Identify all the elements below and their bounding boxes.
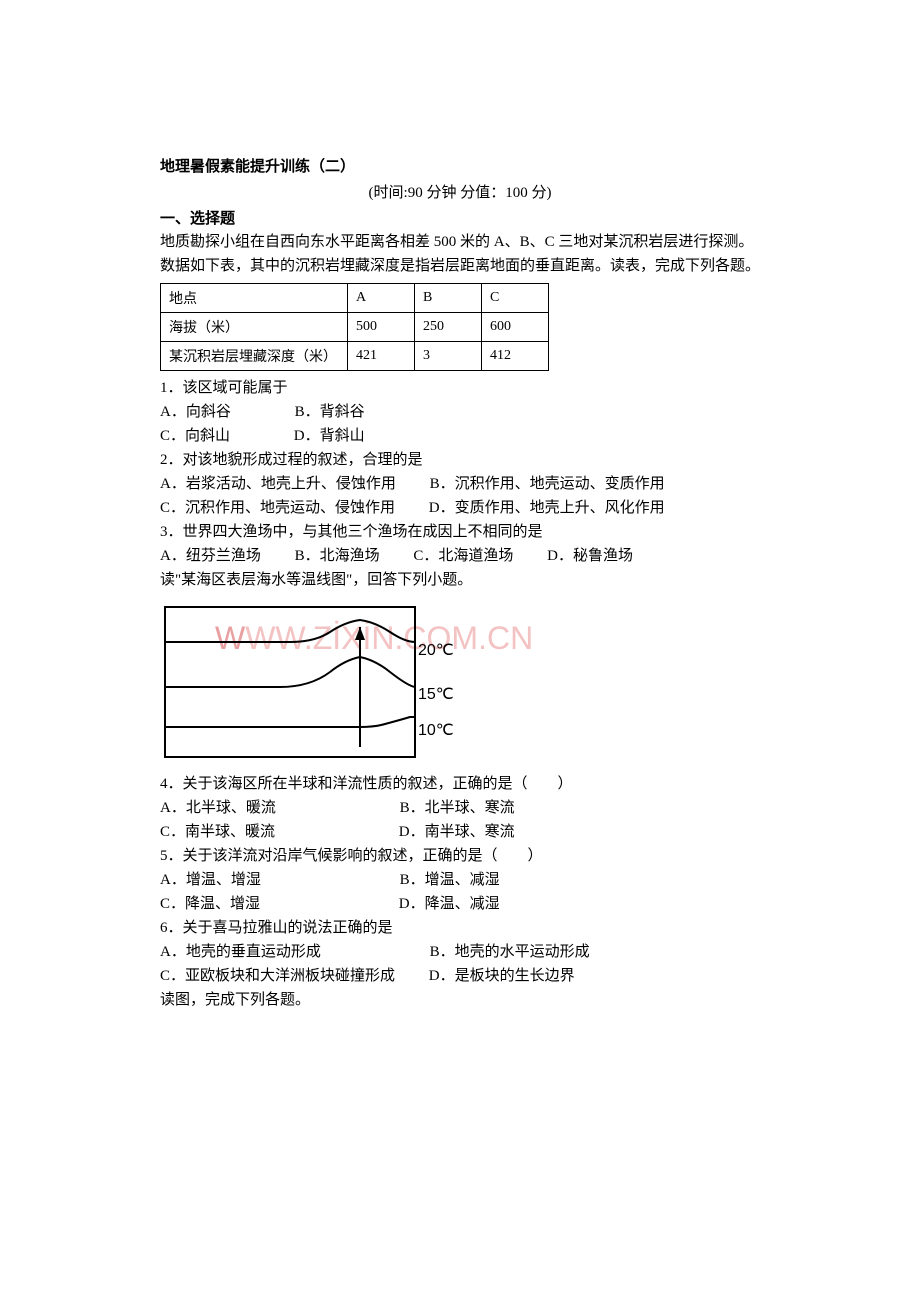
table-cell: 海拔（米） — [161, 313, 348, 342]
choice-row: C．亚欧板块和大洋洲板块碰撞形成 D．是板块的生长边界 — [160, 964, 760, 988]
temp-label: 20℃ — [418, 640, 454, 660]
choice-a: A．北半球、暖流 — [160, 796, 276, 820]
question-3: 3．世界四大渔场中，与其他三个渔场在成因上不相同的是 — [160, 520, 760, 544]
question-6: 6．关于喜马拉雅山的说法正确的是 — [160, 916, 760, 940]
choice-row: C．南半球、暖流 D．南半球、寒流 — [160, 820, 760, 844]
choice-row: A．岩浆活动、地壳上升、侵蚀作用 B．沉积作用、地壳运动、变质作用 — [160, 472, 760, 496]
choice-row: C．沉积作用、地壳运动、侵蚀作用 D．变质作用、地壳上升、风化作用 — [160, 496, 760, 520]
table-cell: 3 — [415, 342, 482, 371]
table-cell: 600 — [482, 313, 549, 342]
table-cell: 地点 — [161, 284, 348, 313]
choice-a: A．向斜谷 — [160, 400, 231, 424]
choice-row: A．北半球、暖流 B．北半球、寒流 — [160, 796, 760, 820]
table-cell: 421 — [348, 342, 415, 371]
intro-2: 读"某海区表层海水等温线图"，回答下列小题。 — [160, 568, 760, 592]
question-4: 4．关于该海区所在半球和洋流性质的叙述，正确的是（ ） — [160, 772, 760, 796]
choice-a: A．岩浆活动、地壳上升、侵蚀作用 — [160, 472, 396, 496]
table-cell: C — [482, 284, 549, 313]
choice-row: C．降温、增湿 D．降温、减湿 — [160, 892, 760, 916]
arrow-head — [355, 627, 365, 640]
question-5: 5．关于该洋流对沿岸气候影响的叙述，正确的是（ ） — [160, 844, 760, 868]
table-cell: 250 — [415, 313, 482, 342]
choice-c: C．沉积作用、地壳运动、侵蚀作用 — [160, 496, 395, 520]
document-content: 地理暑假素能提升训练（二） (时间:90 分钟 分值：100 分) 一、选择题 … — [0, 0, 920, 1012]
choice-b: B．增温、减湿 — [400, 868, 500, 892]
table-cell: B — [415, 284, 482, 313]
choice-d: D．降温、减湿 — [399, 892, 500, 916]
isotherm-line — [165, 620, 415, 642]
table-cell: 500 — [348, 313, 415, 342]
choice-a: A．纽芬兰渔场 — [160, 544, 261, 568]
choice-row: A．向斜谷 B．背斜谷 — [160, 400, 760, 424]
table-cell: A — [348, 284, 415, 313]
choice-d: D．背斜山 — [294, 424, 365, 448]
choice-d: D．是板块的生长边界 — [429, 964, 575, 988]
temp-label: 15℃ — [418, 684, 454, 704]
question-2: 2．对该地貌形成过程的叙述，合理的是 — [160, 448, 760, 472]
choice-b: B．北海渔场 — [295, 544, 380, 568]
subtitle: (时间:90 分钟 分值：100 分) — [160, 181, 760, 202]
choice-b: B．背斜谷 — [295, 400, 365, 424]
choice-b: B．沉积作用、地壳运动、变质作用 — [430, 472, 665, 496]
choice-row: A．地壳的垂直运动形成 B．地壳的水平运动形成 — [160, 940, 760, 964]
intro-3: 读图，完成下列各题。 — [160, 988, 760, 1012]
choice-c: C．向斜山 — [160, 424, 230, 448]
temp-label: 10℃ — [418, 720, 454, 740]
data-table: 地点 A B C 海拔（米） 500 250 600 某沉积岩层埋藏深度（米） … — [160, 283, 549, 371]
choice-row: A．增温、增湿 B．增温、减湿 — [160, 868, 760, 892]
choice-row: A．纽芬兰渔场 B．北海渔场 C．北海道渔场 D．秘鲁渔场 — [160, 544, 760, 568]
intro-paragraph: 地质勘探小组在自西向东水平距离各相差 500 米的 A、B、C 三地对某沉积岩层… — [160, 230, 760, 278]
choice-c: C．亚欧板块和大洋洲板块碰撞形成 — [160, 964, 395, 988]
choice-c: C．北海道渔场 — [413, 544, 513, 568]
section-heading: 一、选择题 — [160, 207, 760, 228]
isotherm-diagram: WWW.ZİXİN.COM.CN 20℃ 15℃ 10℃ — [160, 602, 460, 762]
choice-b: B．地壳的水平运动形成 — [430, 940, 590, 964]
choice-row: C．向斜山 D．背斜山 — [160, 424, 760, 448]
choice-b: B．北半球、寒流 — [400, 796, 515, 820]
isotherm-line — [165, 717, 415, 727]
isotherm-line — [165, 657, 415, 687]
choice-a: A．地壳的垂直运动形成 — [160, 940, 321, 964]
choice-a: A．增温、增湿 — [160, 868, 261, 892]
choice-c: C．南半球、暖流 — [160, 820, 275, 844]
choice-d: D．变质作用、地壳上升、风化作用 — [429, 496, 665, 520]
table-cell: 某沉积岩层埋藏深度（米） — [161, 342, 348, 371]
question-1: 1．该区域可能属于 — [160, 376, 760, 400]
page-title: 地理暑假素能提升训练（二） — [160, 155, 760, 176]
chart-box — [165, 607, 415, 757]
choice-d: D．秘鲁渔场 — [547, 544, 633, 568]
choice-d: D．南半球、寒流 — [399, 820, 515, 844]
chart-svg — [160, 602, 420, 762]
table-cell: 412 — [482, 342, 549, 371]
choice-c: C．降温、增湿 — [160, 892, 260, 916]
